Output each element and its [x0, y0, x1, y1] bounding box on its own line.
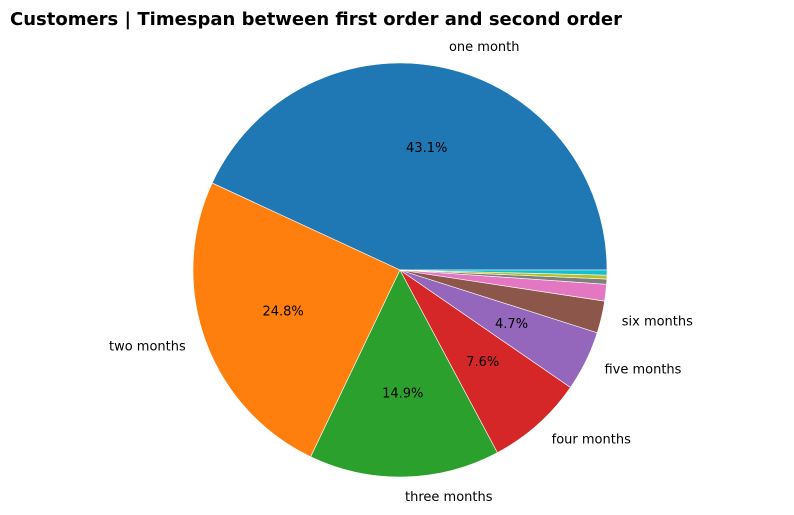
pie-slice-1	[192, 182, 401, 458]
slice-percent-4: 4.7%	[495, 317, 528, 332]
slice-percent-1: 24.8%	[262, 305, 303, 320]
pie-slice-0	[211, 62, 608, 271]
slice-label-5: six months	[622, 314, 693, 329]
pie-slice-3	[399, 269, 571, 454]
pie-slice-9	[399, 269, 608, 276]
slice-label-0: one month	[449, 40, 520, 55]
pie-slices	[192, 62, 608, 478]
slice-label-1: two months	[109, 340, 186, 355]
slice-label-2: three months	[405, 490, 493, 505]
pie-labels: one month 43.1% two months 24.8% three month…	[109, 40, 693, 505]
pie-slice-2	[310, 269, 498, 478]
slice-percent-3: 7.6%	[466, 355, 499, 370]
slice-percent-2: 14.9%	[382, 387, 423, 402]
slice-percent-0: 43.1%	[406, 141, 447, 156]
chart-title: Customers | Timespan between first order…	[10, 9, 622, 30]
slice-label-3: four months	[552, 432, 631, 447]
slice-label-4: five months	[604, 363, 681, 378]
